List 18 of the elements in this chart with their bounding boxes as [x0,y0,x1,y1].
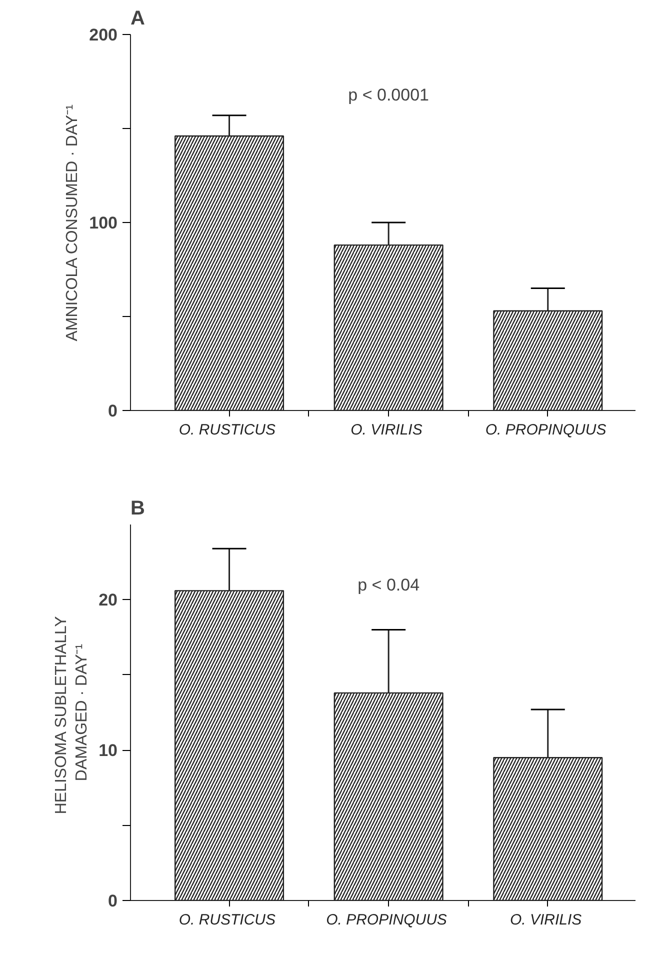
chart-title: A [130,8,145,30]
x-tick-label: O. PROPINQUUS [485,422,606,438]
y-tick-label: 200 [89,26,118,44]
y-tick-label: 20 [98,590,118,610]
x-tick-label: O. VIRILIS [510,912,582,928]
x-tick-label: O. PROPINQUUS [326,912,447,928]
y-tick-label: 0 [108,892,118,910]
annotation: p < 0.0001 [348,86,429,104]
y-axis-title: HELISOMA SUBLETHALLY DAMAGED · DAY⁻¹ [53,616,91,814]
x-tick-label: O. VIRILIS [350,422,422,438]
y-tick-label: 10 [98,741,118,760]
chart-title: B [130,498,145,520]
x-tick-label: O. RUSTICUS [178,422,276,438]
y-axis-title: AMNICOLA CONSUMED · DAY⁻¹ [64,104,82,342]
x-tick-label: O. RUSTICUS [178,912,276,928]
y-tick-label: 100 [89,214,118,232]
annotation: p < 0.04 [358,576,420,594]
y-tick-label: 0 [108,402,118,420]
